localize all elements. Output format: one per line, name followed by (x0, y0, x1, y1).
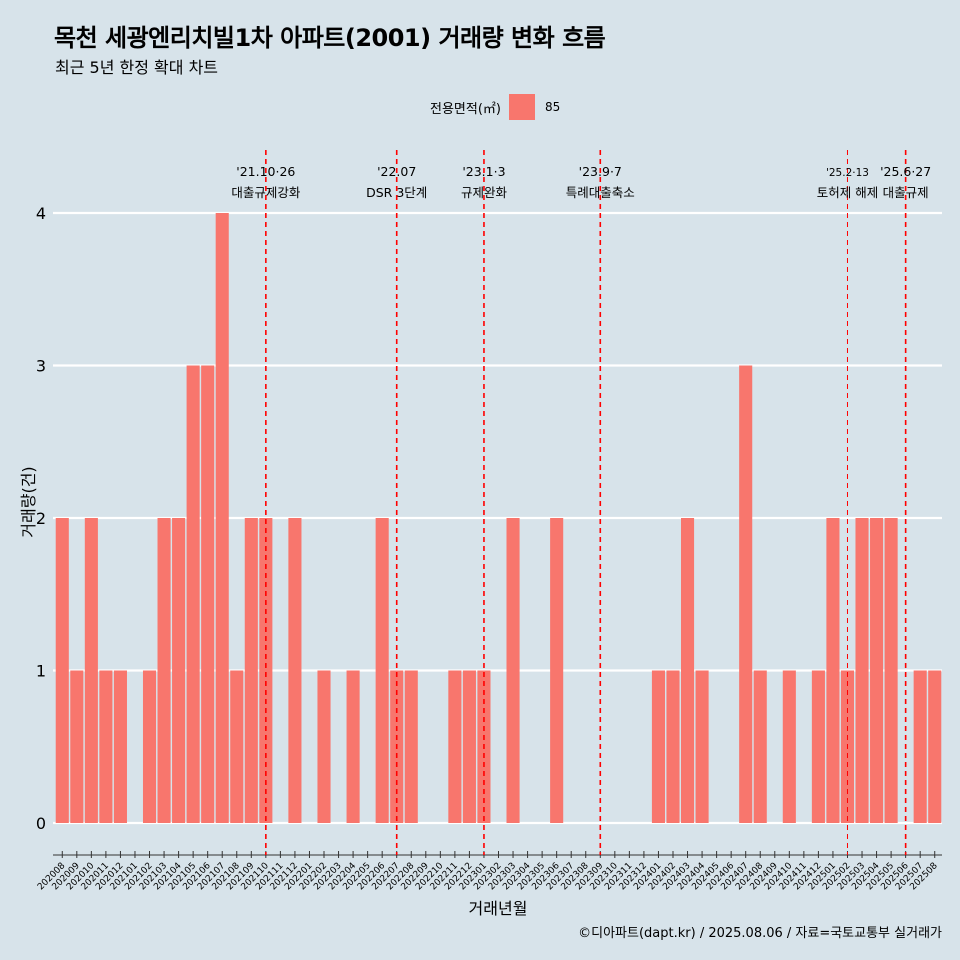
bar (448, 670, 462, 823)
bar (855, 518, 869, 823)
annotation-date: '25.6·27 (880, 164, 931, 179)
legend: 전용면적(㎡) 85 (430, 94, 560, 120)
bar (884, 518, 898, 823)
bar (826, 518, 840, 823)
annotation-date: '23.1·3 (462, 164, 505, 179)
legend-title: 전용면적(㎡) (430, 101, 501, 117)
y-tick-label: 0 (36, 814, 46, 833)
bar (259, 518, 273, 823)
bar (404, 670, 418, 823)
bar (913, 670, 927, 823)
bar (462, 670, 476, 823)
bar (317, 670, 331, 823)
bar (55, 518, 69, 823)
bar (142, 670, 157, 823)
bar (244, 518, 258, 823)
bar (506, 518, 520, 823)
x-axis-title: 거래년월 (469, 899, 528, 918)
bar (113, 670, 127, 823)
bar (375, 518, 389, 823)
y-tick-label: 3 (36, 357, 46, 376)
annotation-date: '25.2·13 (826, 167, 869, 179)
bar (928, 670, 942, 823)
page-title: 목천 세광엔리치빌1차 아파트(2001) 거래량 변화 흐름 (54, 24, 606, 52)
annotation-label: 특례대출축소 (566, 185, 635, 200)
annotation-label: DSR 3단계 (366, 185, 427, 200)
annotation-label: 대출규제강화 (231, 185, 301, 200)
bar (680, 518, 695, 823)
source-caption: ©디아파트(dapt.kr) / 2025.08.06 / 자료=국토교통부 실… (578, 926, 942, 941)
bar (651, 670, 665, 823)
bar (288, 518, 302, 823)
page-subtitle: 최근 5년 한정 확대 차트 (55, 58, 219, 77)
annotation-date: '21.10·26 (236, 164, 295, 179)
bar (695, 670, 709, 823)
bar (753, 670, 767, 823)
bar (739, 365, 753, 823)
bar (346, 670, 360, 823)
bar (782, 670, 796, 823)
bar (870, 518, 884, 823)
legend-swatch (508, 94, 535, 120)
bar (84, 518, 98, 823)
bar (811, 670, 825, 823)
bar (99, 670, 113, 823)
y-axis-title: 거래량(건) (19, 466, 38, 537)
y-tick-label: 1 (36, 662, 46, 681)
bar (186, 365, 200, 823)
annotation-date: '23.9·7 (579, 164, 622, 179)
annotation-label: 토허제 해제 (817, 185, 878, 200)
annotation-date: '22.07 (377, 164, 416, 179)
bar (550, 518, 564, 823)
bar (157, 518, 171, 823)
bar (172, 518, 186, 823)
bar (215, 213, 229, 823)
bar (230, 670, 244, 823)
bar (70, 670, 84, 823)
bar (201, 365, 215, 823)
y-tick-label: 2 (36, 509, 46, 528)
bar (666, 670, 680, 823)
legend-label: 85 (544, 100, 561, 114)
annotation-label: 대출규제 (883, 185, 929, 200)
annotation-label: 규제완화 (461, 185, 508, 200)
y-tick-label: 4 (36, 204, 46, 223)
